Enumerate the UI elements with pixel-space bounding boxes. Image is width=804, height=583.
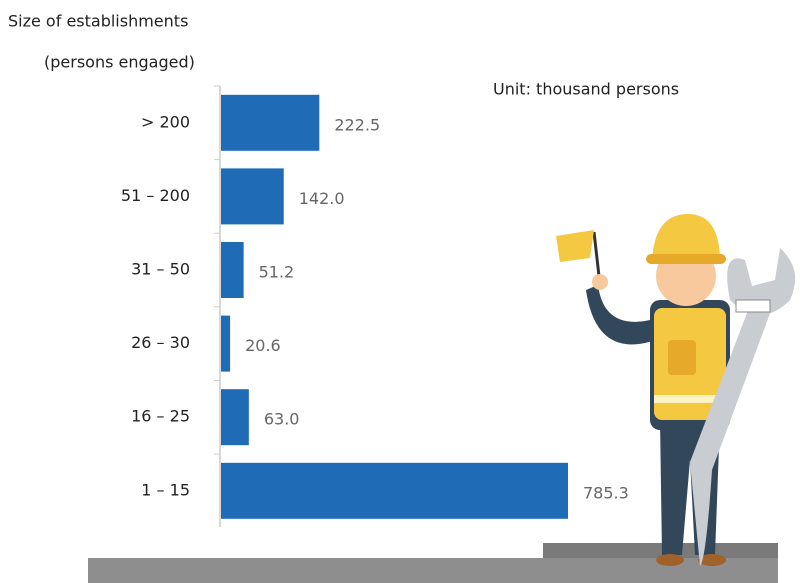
y-tick-label: 16 – 25 — [131, 407, 190, 426]
bar — [221, 316, 230, 372]
value-label: 785.3 — [583, 483, 629, 502]
chart-subtitle: (persons engaged) — [44, 53, 195, 72]
bar — [221, 389, 249, 445]
value-label: 142.0 — [299, 189, 345, 208]
unit-label: Unit: thousand persons — [493, 80, 679, 99]
chart: Size of establishments (persons engaged)… — [0, 0, 804, 583]
bar — [221, 95, 319, 151]
y-tick-label: 1 – 15 — [141, 480, 190, 499]
value-label: 20.6 — [245, 336, 281, 355]
worker-illustration — [556, 214, 795, 566]
bar — [221, 168, 284, 224]
value-label: 51.2 — [259, 263, 295, 282]
y-tick-label: 51 – 200 — [121, 186, 190, 205]
chart-title: Size of establishments — [8, 12, 188, 31]
bar — [221, 463, 568, 519]
bar — [221, 242, 244, 298]
value-label: 63.0 — [264, 410, 300, 429]
y-tick-label: 31 – 50 — [131, 260, 190, 279]
y-tick-label: 26 – 30 — [131, 333, 190, 352]
value-label: 222.5 — [334, 115, 380, 134]
y-tick-label: > 200 — [141, 112, 190, 131]
